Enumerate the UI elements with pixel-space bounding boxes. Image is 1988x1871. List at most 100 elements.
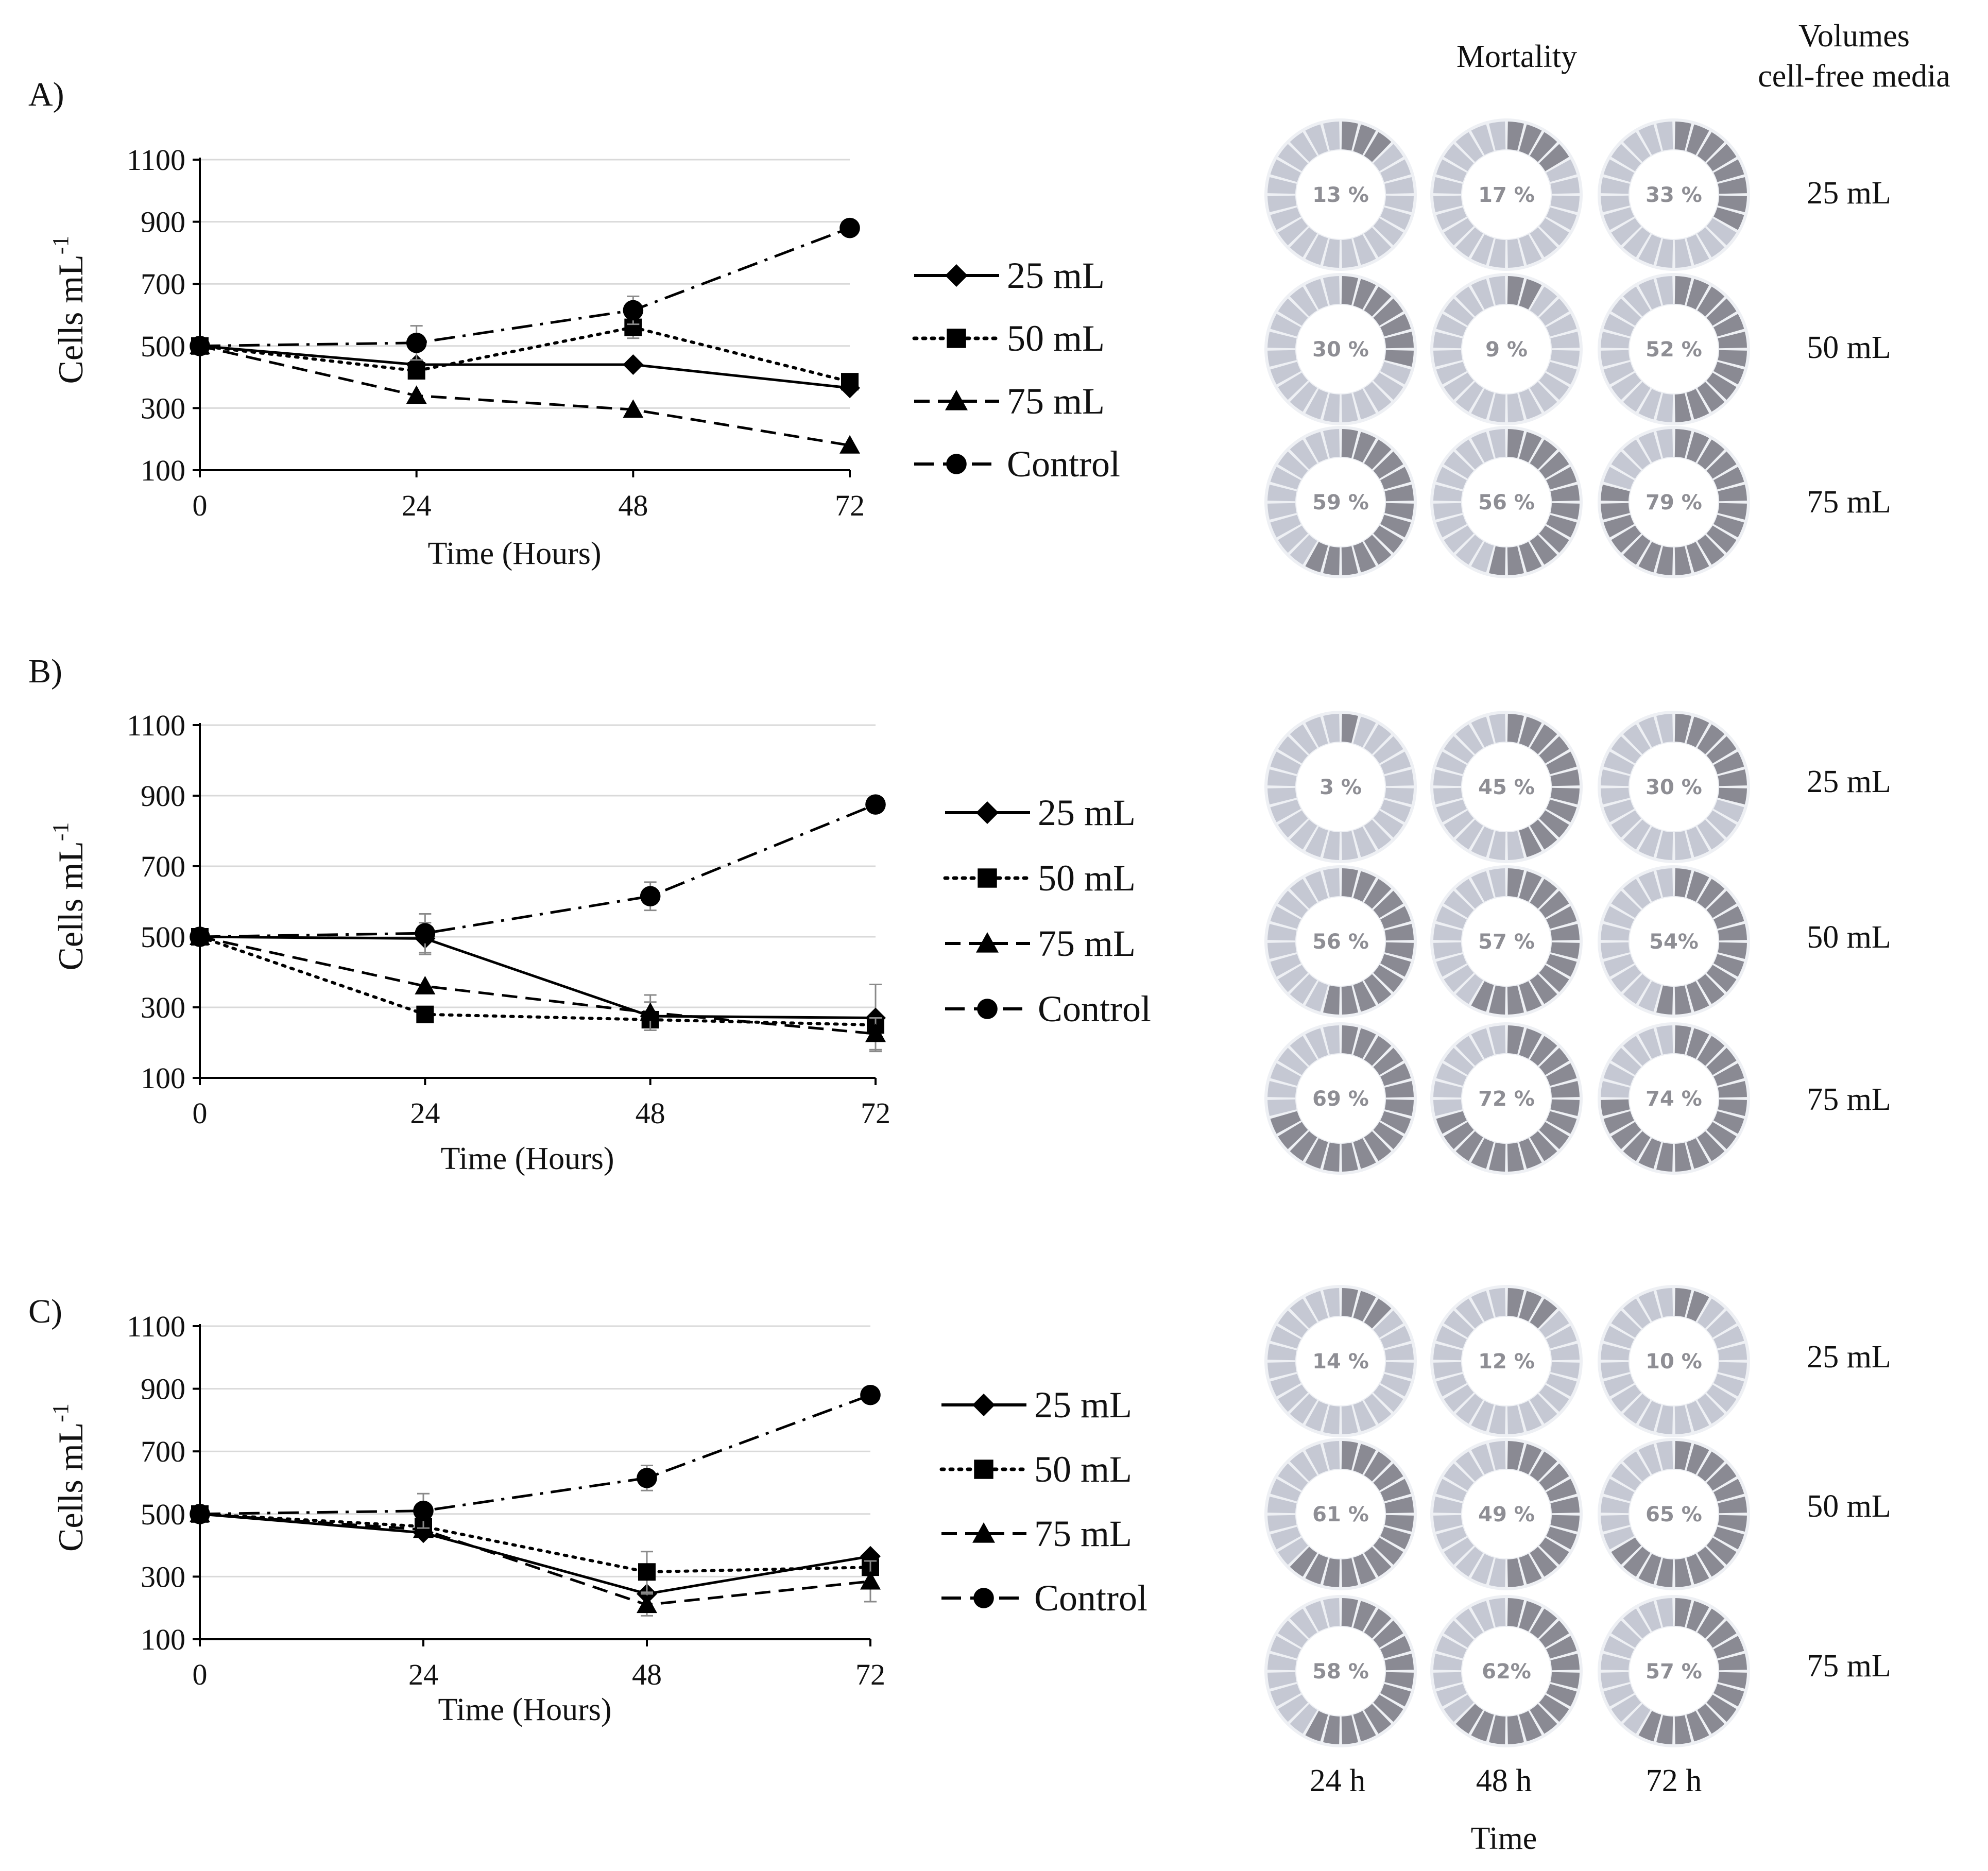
panel-b-mortality-ring-segment xyxy=(1373,736,1403,764)
panel-b-y-tick-label: 700 xyxy=(141,850,185,883)
panel-a-mortality-ring-segment xyxy=(1323,429,1340,458)
panel-c-series-75-ml-point xyxy=(860,1571,881,1590)
panel-b-mortality-ring-segment xyxy=(1713,751,1744,775)
panel-c-mortality-ring-segment xyxy=(1550,1653,1580,1671)
panel-c-mortality-ring-segment xyxy=(1384,1672,1414,1689)
panel-c-y-tick-label: 900 xyxy=(141,1372,185,1406)
panel-b-mortality-ring-segment xyxy=(1697,879,1725,909)
panel-c-legend-entry-25-ml: 25 mL xyxy=(941,1384,1132,1426)
panel-b-mortality-ring: 72 % xyxy=(1430,1022,1583,1175)
panel-a-mortality-ring-segment xyxy=(1550,331,1580,349)
panel-b-mortality-ring-segment xyxy=(1267,1080,1297,1098)
panel-a-mortality-ring-segment xyxy=(1323,276,1340,305)
panel-c-mortality-ring-center xyxy=(1296,1317,1385,1405)
panel-b-y-tick-label: 900 xyxy=(141,779,185,813)
panel-a-mortality-ring-segment xyxy=(1305,389,1328,420)
panel-a-mortality-ring-segment xyxy=(1530,382,1557,412)
panel-b-label: B) xyxy=(28,653,62,690)
panel-c-mortality-ring-segment xyxy=(1697,1298,1725,1329)
panel-b-mortality-ring-segment xyxy=(1380,1063,1411,1086)
panel-a-mortality-ring-segment xyxy=(1611,525,1641,553)
panel-b-mortality-ring-segment xyxy=(1444,1048,1474,1075)
panel-a-mortality-ring-segment xyxy=(1488,546,1506,575)
panel-b-mortality-ring-segment xyxy=(1278,810,1308,838)
panel-a-legend-entry-50-ml: 50 mL xyxy=(912,318,1105,359)
panel-b-mortality-ring-segment xyxy=(1686,871,1709,902)
panel-c-series-50-ml-line xyxy=(198,1512,872,1574)
panel-c-y-tick-label: 1100 xyxy=(127,1310,185,1343)
panel-c-mortality-grid: 14 % 12 % 10 % 25 mL 61 % 49 % 65 % 50 mL 58 % 62… xyxy=(1264,1285,1891,1747)
panel-b-mortality-ring-segment xyxy=(1623,879,1651,909)
panel-a-mortality-ring-segment xyxy=(1546,159,1577,182)
panel-b-mortality-ring-segment xyxy=(1519,716,1542,747)
panel-a-mortality-ring-segment xyxy=(1471,542,1494,573)
panel-a-mortality-ring-segment xyxy=(1697,286,1725,317)
panel-b-mortality-ring-segment xyxy=(1706,1048,1737,1075)
panel-a-mortality-ring-segment xyxy=(1455,535,1483,565)
panel-a-mortality-ring-segment xyxy=(1436,467,1467,490)
panel-b-mortality-ring-segment xyxy=(1603,1063,1634,1086)
panel-c-mortality-ring-segment xyxy=(1686,1444,1709,1474)
panel-a-mortality-ring-segment xyxy=(1353,279,1376,310)
panel-c-mortality-ring-segment xyxy=(1384,1653,1414,1671)
panel-c-mortality-ring-segment xyxy=(1638,1444,1661,1474)
panel-a-y-tick-label: 500 xyxy=(141,330,185,363)
panel-b-mortality-ring-segment xyxy=(1341,831,1359,860)
panel-b-mortality-ring-segment xyxy=(1718,942,1747,959)
panel-b-mortality-ring-segment xyxy=(1530,1131,1557,1161)
panel-a-mortality-ring-segment xyxy=(1444,298,1474,326)
panel-c-mortality-ring-segment xyxy=(1603,1479,1634,1502)
panel-c-mortality-ring-segment xyxy=(1373,1384,1403,1412)
panel-b-mortality-ring-segment xyxy=(1623,1131,1651,1161)
panel-b-x-tick-label: 48 xyxy=(636,1096,665,1130)
panel-b-mortality-ring-segment xyxy=(1380,954,1411,977)
panel-c-mortality-ring-segment xyxy=(1278,1463,1308,1491)
panel-b-mortality-ring-segment xyxy=(1384,787,1414,805)
panel-a-mortality-ring-segment xyxy=(1444,525,1474,553)
panel-b-mortality-ring-segment xyxy=(1706,1122,1737,1149)
panel-b-mortality-ring-segment xyxy=(1638,981,1661,1012)
panel-a-mortality-ring-segment xyxy=(1603,362,1634,385)
panel-b-mortality-ring-segment xyxy=(1713,1111,1744,1134)
panel-b-mortality-ring-segment xyxy=(1290,974,1317,1004)
panel-a-mortality-ring-segment xyxy=(1290,227,1317,258)
panel-b-mortality-ring-segment xyxy=(1638,827,1661,857)
panel-b-mortality-ring-segment xyxy=(1488,714,1506,743)
panel-a-mortality-ring-segment xyxy=(1519,279,1542,310)
panel-a-series-75-ml-point xyxy=(623,399,644,418)
panel-b-mortality-ring-segment xyxy=(1455,879,1483,909)
panel-c-mortality-ring-segment xyxy=(1656,1598,1673,1627)
panel-b-mortality-ring-segment xyxy=(1278,965,1308,992)
panel-c-mortality-ring-segment xyxy=(1519,1444,1542,1474)
panel-a-y-tick-label: 300 xyxy=(141,391,185,425)
panel-b-mortality-ring-segment xyxy=(1550,769,1580,786)
panel-b-mortality-ring-segment xyxy=(1323,868,1340,898)
panel-b-mortality-ring-segment xyxy=(1455,724,1483,754)
panel-c-mortality-value: 14 % xyxy=(1312,1350,1369,1374)
panel-a-mortality-ring-segment xyxy=(1530,286,1557,317)
panel-a-mortality-value: 59 % xyxy=(1312,491,1369,514)
panel-a-mortality-ring-segment xyxy=(1638,279,1661,310)
panel-a-mortality-ring-segment xyxy=(1638,432,1661,462)
panel-b-mortality-ring-segment xyxy=(1674,985,1692,1015)
panel-c-mortality-ring-segment xyxy=(1373,1620,1403,1648)
panel-c-mortality-ring-center xyxy=(1630,1317,1718,1405)
time-axis-title: Time xyxy=(1471,1821,1537,1856)
panel-c-mortality-ring-segment xyxy=(1706,1384,1737,1412)
panel-a-mortality-ring-segment xyxy=(1364,439,1392,470)
panel-a-mortality-ring-segment xyxy=(1697,535,1725,565)
panel-b-y-axis-title-superscript: -1 xyxy=(48,822,73,842)
panel-b-mortality-ring-segment xyxy=(1305,1138,1328,1169)
panel-b-legend-marker-control xyxy=(977,999,998,1019)
panel-b-mortality-ring-segment xyxy=(1323,1025,1340,1055)
panel-b-mortality-ring: 69 % xyxy=(1264,1022,1417,1175)
panel-b-mortality-ring-segment xyxy=(1546,1111,1577,1134)
panel-b-mortality-ring-segment xyxy=(1507,831,1524,860)
panel-a-series-75-ml-line xyxy=(199,345,850,447)
panel-b-y-axis-title: Cells mL-1 xyxy=(48,822,90,971)
panel-b-mortality-ring-segment xyxy=(1611,810,1641,838)
panel-b-mortality-ring-segment xyxy=(1603,799,1634,822)
panel-b-mortality-ring-segment xyxy=(1488,1142,1506,1172)
panel-c-mortality-value: 12 % xyxy=(1478,1350,1535,1374)
panel-c-mortality-ring-segment xyxy=(1305,1601,1328,1632)
